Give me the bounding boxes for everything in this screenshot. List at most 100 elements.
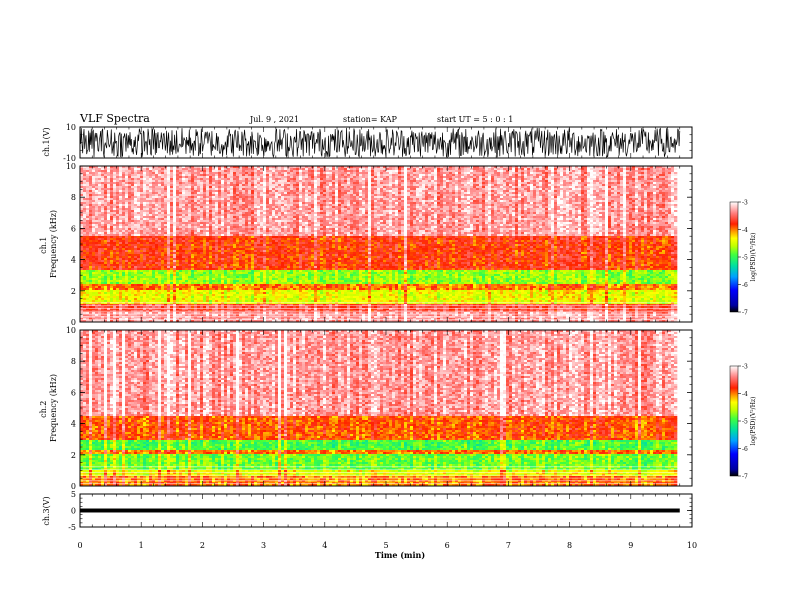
spectrogram-cell xyxy=(485,182,488,184)
spectrogram-cell xyxy=(221,190,224,192)
spectrogram-cell xyxy=(248,182,251,184)
spectrogram-cell xyxy=(194,184,197,186)
spectrogram-cell xyxy=(98,190,101,192)
spectrogram-cell xyxy=(557,172,560,174)
spectrogram-cell xyxy=(536,176,539,178)
spectrogram-cell xyxy=(638,168,641,170)
spectrogram-cell xyxy=(644,182,647,184)
spectrogram-cell xyxy=(569,174,572,176)
spectrogram-cell xyxy=(272,176,275,178)
spectrogram-cell xyxy=(413,170,416,172)
spectrogram-cell xyxy=(656,170,659,172)
spectrogram-cell xyxy=(332,180,335,182)
spectrogram-cell xyxy=(524,168,527,170)
spectrogram-cell xyxy=(290,186,293,188)
spectrogram-cell xyxy=(116,186,119,188)
spectrogram-cell xyxy=(257,178,260,180)
spectrogram-cell xyxy=(332,192,335,194)
spectrogram-cell xyxy=(254,182,257,184)
spectrogram-cell xyxy=(362,186,365,188)
spectrogram-cell xyxy=(629,180,632,182)
spectrogram-cell xyxy=(209,184,212,186)
spectrogram-cell xyxy=(350,184,353,186)
spectrogram-cell xyxy=(581,192,584,194)
ch1-waveform-panel xyxy=(80,128,680,157)
spectrogram-cell xyxy=(482,180,485,182)
spectrogram-cell xyxy=(566,190,569,192)
spectrogram-cell xyxy=(563,182,566,184)
spectrogram-cell xyxy=(368,174,371,176)
spectrogram-cell xyxy=(122,188,125,190)
spectrogram-cell xyxy=(365,170,368,172)
spectrogram-cell xyxy=(170,184,173,186)
spectrogram-cell xyxy=(242,172,245,174)
spectrogram-cell xyxy=(308,174,311,176)
spectrogram-cell xyxy=(305,168,308,170)
spectrogram-cell xyxy=(404,174,407,176)
spectrogram-cell xyxy=(470,186,473,188)
spectrogram-cell xyxy=(314,192,317,194)
spectrogram-cell xyxy=(338,172,341,174)
spectrogram-cell xyxy=(209,188,212,190)
spectrogram-cell xyxy=(287,180,290,182)
spectrogram-cell xyxy=(455,176,458,178)
spectrogram-cell xyxy=(119,174,122,176)
spectrogram-cell xyxy=(377,182,380,184)
spectrogram-cell xyxy=(614,176,617,178)
spectrogram-cell xyxy=(308,192,311,194)
spectrogram-cell xyxy=(524,188,527,190)
spectrogram-cell xyxy=(152,190,155,192)
spectrogram-cell xyxy=(95,178,98,180)
spectrogram-cell xyxy=(539,176,542,178)
spectrogram-cell xyxy=(200,194,203,196)
spectrogram-cell xyxy=(311,188,314,190)
spectrogram-cell xyxy=(602,192,605,194)
spectrogram-cell xyxy=(395,192,398,194)
spectrogram-cell xyxy=(347,168,350,170)
spectrogram-cell xyxy=(470,190,473,192)
spectrogram-cell xyxy=(431,176,434,178)
spectrogram-cell xyxy=(662,172,665,174)
spectrogram-cell xyxy=(425,190,428,192)
spectrogram-cell xyxy=(614,182,617,184)
spectrogram-cell xyxy=(623,192,626,194)
spectrogram-cell xyxy=(473,178,476,180)
spectrogram-cell xyxy=(194,170,197,172)
spectrogram-cell xyxy=(110,184,113,186)
spectrogram-cell xyxy=(392,184,395,186)
spectrogram-cell xyxy=(617,170,620,172)
spectrogram-cell xyxy=(332,172,335,174)
spectrogram-cell xyxy=(389,188,392,190)
spectrogram-cell xyxy=(650,178,653,180)
spectrogram-cell xyxy=(659,176,662,178)
spectrogram-cell xyxy=(128,190,131,192)
spectrogram-cell xyxy=(266,192,269,194)
spectrogram-cell xyxy=(203,190,206,192)
spectrogram-cell xyxy=(629,186,632,188)
spectrogram-cell xyxy=(290,190,293,192)
spectrogram-cell xyxy=(440,170,443,172)
spectrogram-cell xyxy=(524,192,527,194)
spectrogram-cell xyxy=(377,184,380,186)
spectrogram-cell xyxy=(584,178,587,180)
spectrogram-cell xyxy=(284,188,287,190)
spectrogram-cell xyxy=(347,190,350,192)
spectrogram-cell xyxy=(137,194,140,196)
spectrogram-cell xyxy=(470,178,473,180)
spectrogram-cell xyxy=(269,186,272,188)
spectrogram-cell xyxy=(398,170,401,172)
spectrogram-cell xyxy=(557,192,560,194)
spectrogram-cell xyxy=(611,180,614,182)
spectrogram-cell xyxy=(494,172,497,174)
spectrogram-cell xyxy=(200,174,203,176)
spectrogram-cell xyxy=(416,182,419,184)
spectrogram-cell xyxy=(194,176,197,178)
spectrogram-cell xyxy=(281,184,284,186)
spectrogram-cell xyxy=(212,190,215,192)
spectrogram-cell xyxy=(287,182,290,184)
spectrogram-cell xyxy=(230,182,233,184)
spectrogram-cell xyxy=(638,182,641,184)
spectrogram-cell xyxy=(650,182,653,184)
spectrogram-cell xyxy=(101,186,104,188)
spectrogram-cell xyxy=(605,172,608,174)
